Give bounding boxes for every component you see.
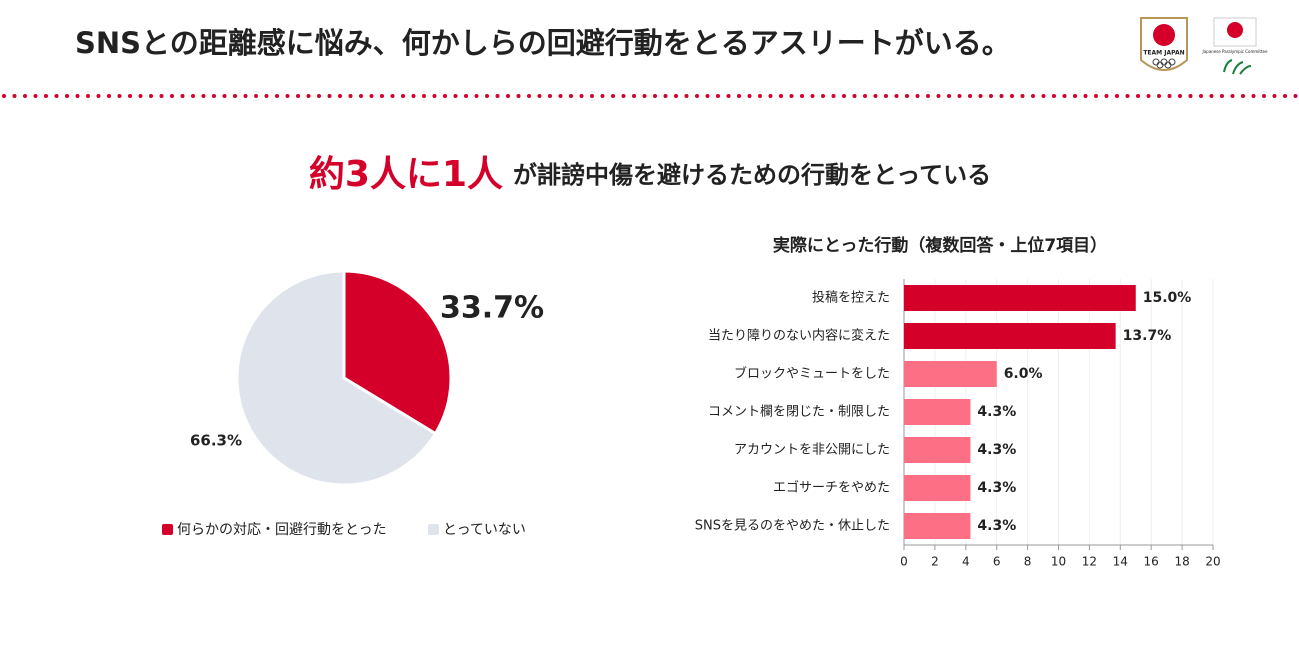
- x-tick-label: 2: [931, 555, 939, 569]
- value-label: 4.3%: [977, 404, 1016, 420]
- x-tick-label: 6: [993, 555, 1001, 569]
- x-tick-label: 8: [1024, 555, 1032, 569]
- category-label: 投稿を控えた: [812, 290, 890, 306]
- headline-emphasis: 約3人に1人: [309, 154, 503, 195]
- value-label: 6.0%: [1004, 366, 1043, 382]
- chart-title: 実際にとった行動（複数回答・上位7項目）: [773, 235, 1107, 256]
- logo-text: Japanese Paralympic Committee: [1202, 49, 1268, 54]
- bar: [904, 437, 971, 463]
- value-label: 4.3%: [977, 518, 1016, 534]
- x-tick-label: 4: [962, 555, 970, 569]
- category-label: 当たり障りのない内容に変えた: [708, 328, 890, 344]
- slice-label: 33.7%: [440, 291, 544, 326]
- legend-label: 何らかの対応・回避行動をとった: [177, 522, 387, 538]
- value-label: 4.3%: [977, 442, 1016, 458]
- legend-label: とっていない: [443, 522, 526, 538]
- bar: [904, 361, 997, 387]
- category-label: エゴサーチをやめた: [773, 480, 890, 496]
- value-label: 13.7%: [1123, 328, 1172, 344]
- slice-label: 66.3%: [190, 432, 242, 450]
- category-label: アカウントを非公開にした: [734, 443, 890, 458]
- x-tick-label: 10: [1051, 555, 1066, 569]
- paralympic-logo: Japanese Paralympic Committee: [1202, 17, 1268, 75]
- pie-slice: [235, 269, 438, 487]
- category-label: ブロックやミュートをした: [734, 366, 890, 382]
- headline-text: が誹謗中傷を避けるための行動をとっている: [513, 161, 991, 189]
- bar: [904, 475, 971, 501]
- value-label: 4.3%: [977, 480, 1016, 496]
- x-tick-label: 0: [900, 555, 908, 569]
- bar: [904, 399, 971, 425]
- headline: 約3人に1人 が誹謗中傷を避けるための行動をとっている: [309, 154, 991, 195]
- category-label: SNSを見るのをやめた・休止した: [695, 519, 890, 534]
- logo-text: TEAM JAPAN: [1143, 50, 1184, 57]
- bar: [904, 285, 1136, 311]
- legend-swatch: [428, 524, 439, 535]
- x-tick-label: 20: [1205, 555, 1220, 569]
- value-label: 15.0%: [1143, 290, 1192, 306]
- bar: [904, 323, 1116, 349]
- legend-swatch: [162, 524, 173, 535]
- team-japan-logo: TEAM JAPAN: [1140, 17, 1188, 71]
- page-title: SNSとの距離感に悩み、何かしらの回避行動をとるアスリートがいる。: [75, 26, 1011, 60]
- x-tick-label: 12: [1082, 555, 1097, 569]
- x-tick-label: 14: [1113, 555, 1128, 569]
- x-tick-label: 18: [1174, 555, 1189, 569]
- category-label: コメント欄を閉じた・制限した: [708, 404, 890, 420]
- bar: [904, 513, 971, 539]
- x-tick-label: 16: [1144, 555, 1159, 569]
